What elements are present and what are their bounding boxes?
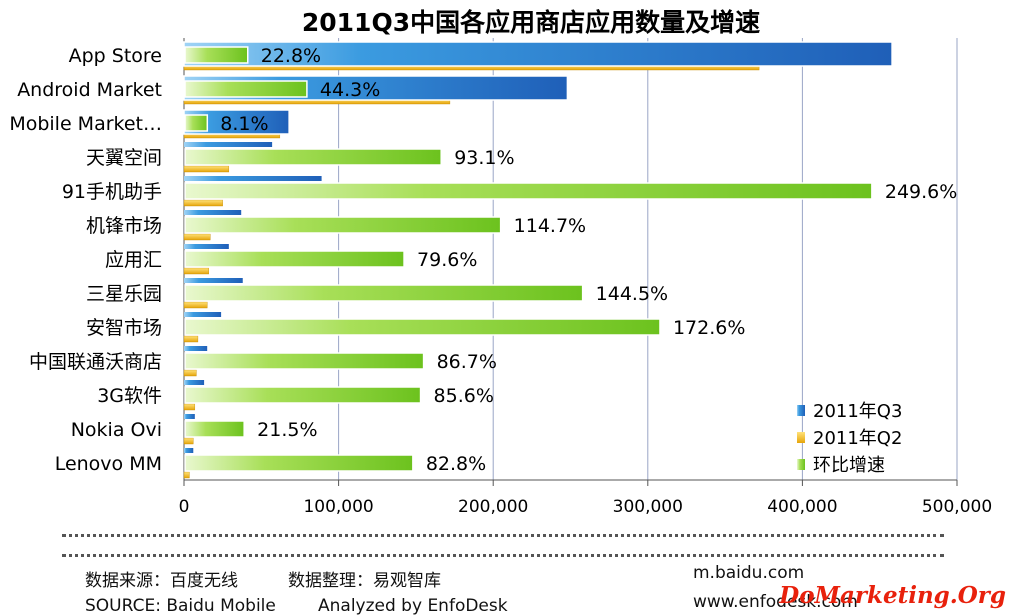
legend-label: 环比增速: [813, 455, 885, 476]
x-tick-label: 400,000: [767, 497, 837, 517]
category-label: 三星乐园: [86, 283, 162, 305]
x-tick-label: 500,000: [922, 497, 992, 517]
category-label: 天翼空间: [86, 147, 162, 169]
url-baidu: m.baidu.com: [693, 563, 805, 583]
category-label: Nokia Ovi: [71, 419, 162, 441]
x-tick-label: 100,000: [303, 497, 373, 517]
legend-swatch: [797, 459, 805, 470]
bar-q2: [183, 437, 194, 445]
analysis-cn: 数据整理：易观智库: [288, 571, 441, 591]
growth-label: 79.6%: [417, 249, 477, 271]
analysis-en: Analyzed by EnfoDesk: [318, 596, 508, 616]
bar-q3: [184, 312, 222, 317]
growth-label: 249.6%: [885, 181, 957, 203]
bar-growth: [184, 250, 405, 268]
growth-label: 8.1%: [220, 113, 268, 135]
legend-swatch: [797, 405, 805, 416]
category-label: 91手机助手: [62, 181, 162, 203]
bar-q3: [184, 380, 205, 385]
bar-growth: [184, 420, 245, 438]
bar-q3: [184, 142, 273, 147]
bar-q2: [183, 369, 197, 377]
bar-q3: [184, 448, 194, 453]
bar-q3: [183, 41, 893, 67]
bar-growth: [184, 216, 502, 234]
url-enfodesk: www.enfodesk.com: [693, 592, 858, 612]
bar-growth: [184, 454, 414, 472]
category-label: 安智市场: [86, 317, 162, 339]
source-cn: 数据来源：百度无线: [85, 571, 238, 591]
growth-label: 85.6%: [434, 385, 494, 407]
bar-q3: [184, 176, 322, 181]
bar-growth: [184, 352, 425, 370]
category-label: Lenovo MM: [55, 453, 162, 475]
category-label: 应用汇: [105, 249, 162, 271]
growth-label: 144.5%: [596, 283, 668, 305]
category-label: 中国联通沃商店: [29, 351, 162, 373]
growth-label: 93.1%: [454, 147, 514, 169]
footer-divider-bottom: [62, 554, 944, 557]
legend-label: 2011年Q2: [813, 428, 902, 449]
x-tick-label: 0: [179, 497, 190, 517]
bar-growth: [184, 46, 249, 64]
growth-label: 114.7%: [514, 215, 586, 237]
growth-label: 86.7%: [437, 351, 497, 373]
legend-label: 2011年Q3: [813, 401, 902, 422]
bar-growth: [184, 114, 209, 132]
bar-growth: [184, 284, 584, 302]
legend-swatch: [797, 432, 805, 443]
bar-q3: [184, 278, 243, 283]
bar-q3: [184, 414, 195, 419]
growth-label: 172.6%: [673, 317, 745, 339]
bar-growth: [184, 148, 442, 166]
bar-q3: [184, 210, 242, 215]
bar-q2: [183, 471, 190, 479]
bar-q2: [183, 199, 223, 207]
bar-q3: [184, 244, 229, 249]
source-en: SOURCE: Baidu Mobile: [85, 596, 276, 616]
bar-growth: [184, 386, 422, 404]
x-tick-label: 200,000: [458, 497, 528, 517]
category-label: 3G软件: [97, 385, 162, 407]
growth-label: 44.3%: [320, 79, 380, 101]
bar-growth: [184, 318, 661, 336]
x-tick-label: 300,000: [613, 497, 683, 517]
watermark-brand: DoMarketing.Org: [779, 582, 1006, 609]
bar-q2: [183, 233, 211, 241]
bar-q2: [183, 165, 230, 173]
bar-q2: [183, 335, 199, 343]
bar-growth: [184, 182, 873, 200]
growth-label: 82.8%: [426, 453, 486, 475]
growth-label: 21.5%: [257, 419, 317, 441]
bar-q3: [184, 346, 208, 351]
category-label: Mobile Market…: [9, 113, 162, 135]
bar-q2: [183, 301, 208, 309]
bar-q2: [183, 267, 209, 275]
bar-q2: [183, 403, 196, 411]
category-label: Android Market: [17, 79, 162, 101]
category-label: App Store: [69, 45, 162, 67]
chart-title: 2011Q3中国各应用商店应用数量及增速: [302, 8, 760, 37]
footer-divider-top: [62, 534, 944, 537]
bar-growth: [184, 80, 308, 98]
category-label: 机锋市场: [86, 215, 162, 237]
growth-label: 22.8%: [261, 45, 321, 67]
